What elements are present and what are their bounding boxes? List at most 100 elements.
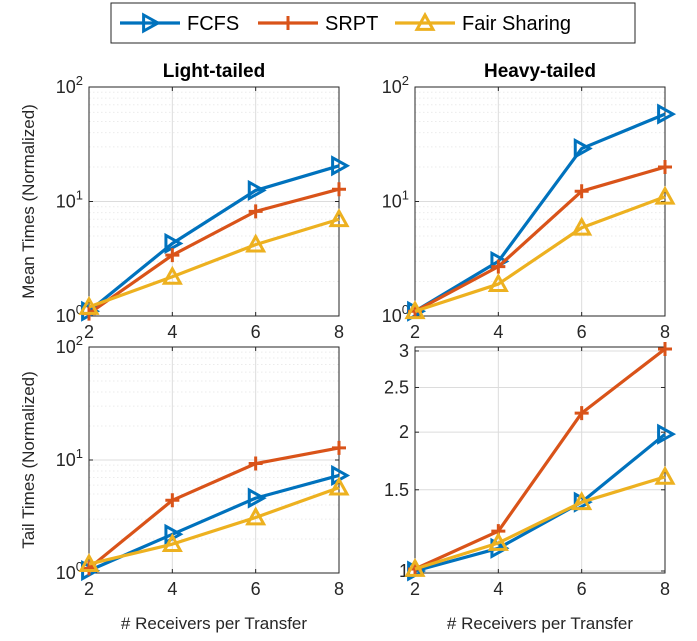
series-fair-sharing xyxy=(404,465,676,577)
x-tick-label: 6 xyxy=(577,322,587,342)
data-point-fair-sharing xyxy=(654,185,676,205)
data-point-fair-sharing xyxy=(487,272,509,292)
data-point-fair-sharing xyxy=(571,216,593,236)
y-tick-base: 10 xyxy=(56,306,76,326)
data-point-srpt xyxy=(574,184,589,199)
panel-title: Light-tailed xyxy=(163,61,265,82)
x-tick-label: 2 xyxy=(84,322,94,342)
series-line-fair-sharing xyxy=(414,475,666,571)
series-srpt xyxy=(82,440,346,576)
y-tick-label: 100 xyxy=(56,559,83,583)
minor-grid xyxy=(415,91,665,283)
y-tick-label: 2 xyxy=(399,422,409,442)
legend: FCFS SRPT Fair Sharing xyxy=(110,2,636,44)
series-line-srpt xyxy=(88,187,340,315)
data-point-fcfs xyxy=(247,179,267,201)
legend-marker xyxy=(142,12,162,34)
y-tick-exponent: 0 xyxy=(76,559,83,574)
x-tick-label: 2 xyxy=(410,579,420,599)
y-axis-label: Mean Times (Normalized) xyxy=(19,104,38,299)
x-tick-label: 6 xyxy=(577,579,587,599)
data-point-srpt xyxy=(332,182,346,197)
y-tick-label: 102 xyxy=(382,73,409,97)
data-point-fcfs xyxy=(247,487,267,509)
y-tick-label: 2.5 xyxy=(384,377,409,397)
data-point-fair-sharing xyxy=(245,233,267,253)
y-tick-exponent: 2 xyxy=(402,73,409,88)
y-tick-base: 10 xyxy=(56,563,76,583)
y-tick-label: 3 xyxy=(399,341,409,361)
x-tick-label: 4 xyxy=(167,322,177,342)
series-line-srpt xyxy=(414,347,666,571)
data-point-fair-sharing xyxy=(78,552,100,572)
y-tick-exponent: 1 xyxy=(402,188,409,203)
y-tick-label: 101 xyxy=(56,446,83,470)
series-fair-sharing xyxy=(78,208,350,315)
data-point-srpt xyxy=(658,341,672,356)
data-point-srpt xyxy=(491,259,506,274)
legend-label: FCFS xyxy=(187,13,239,35)
data-point-fair-sharing xyxy=(78,295,100,315)
series-fair-sharing xyxy=(404,185,676,320)
y-tick-exponent: 1 xyxy=(76,446,83,461)
x-tick-label: 4 xyxy=(493,322,503,342)
y-tick-label: 100 xyxy=(382,302,409,326)
data-point-fair-sharing xyxy=(404,557,426,577)
data-point-fair-sharing xyxy=(328,208,350,228)
y-axis-label: Tail Times (Normalized) xyxy=(19,371,38,549)
y-tick-base: 10 xyxy=(56,77,76,97)
data-point-fcfs xyxy=(331,155,351,177)
y-tick-label: 102 xyxy=(56,73,83,97)
y-tick-label: 1.5 xyxy=(384,480,409,500)
x-tick-label: 2 xyxy=(84,579,94,599)
series-line-fcfs xyxy=(414,112,666,313)
y-tick-exponent: 0 xyxy=(402,302,409,317)
y-tick-label: 100 xyxy=(56,302,83,326)
data-point-fcfs xyxy=(164,232,184,255)
y-tick-base: 10 xyxy=(56,192,76,212)
x-tick-label: 8 xyxy=(334,579,344,599)
plot-frame xyxy=(414,346,666,574)
y-tick-base: 10 xyxy=(56,450,76,470)
data-point-fcfs xyxy=(657,423,677,445)
data-point-fair-sharing xyxy=(487,531,509,551)
data-point-srpt xyxy=(248,456,263,471)
y-tick-base: 10 xyxy=(382,77,402,97)
legend-marker xyxy=(414,11,436,31)
series-fcfs xyxy=(407,423,677,582)
panel-4: 2 4 6 8 1 1.5 2 2.5 3 # Receivers per Transfer xyxy=(384,341,677,633)
x-tick-label: 2 xyxy=(410,322,420,342)
major-grid xyxy=(414,347,666,573)
series-line-fair-sharing xyxy=(88,486,340,566)
series-line-fcfs xyxy=(88,473,340,573)
legend-marker xyxy=(281,16,295,30)
y-tick-label: 101 xyxy=(56,188,83,212)
legend-label: SRPT xyxy=(325,13,378,35)
y-tick-exponent: 2 xyxy=(76,73,83,88)
series-fcfs xyxy=(81,464,351,582)
data-point-fair-sharing xyxy=(161,533,183,553)
y-tick-exponent: 0 xyxy=(76,302,83,317)
legend-item-fcfs: FCFS xyxy=(120,12,239,35)
data-point-fair-sharing xyxy=(328,476,350,496)
y-tick-base: 10 xyxy=(56,337,76,357)
x-axis-label: # Receivers per Transfer xyxy=(447,614,633,633)
data-point-srpt xyxy=(165,493,180,508)
series-line-fair-sharing xyxy=(88,217,340,309)
data-point-fair-sharing xyxy=(245,506,267,526)
y-tick-exponent: 1 xyxy=(76,188,83,203)
data-point-srpt xyxy=(165,248,180,263)
y-tick-exponent: 2 xyxy=(76,333,83,348)
y-tick-label: 102 xyxy=(56,333,83,357)
data-point-srpt xyxy=(574,406,589,421)
minor-grid xyxy=(89,351,339,540)
series-srpt xyxy=(82,182,346,321)
x-tick-label: 8 xyxy=(660,322,670,342)
data-point-srpt xyxy=(332,440,346,455)
panel-title: Heavy-tailed xyxy=(484,61,596,82)
series-line-fcfs xyxy=(414,432,667,573)
series-fair-sharing xyxy=(78,476,350,572)
